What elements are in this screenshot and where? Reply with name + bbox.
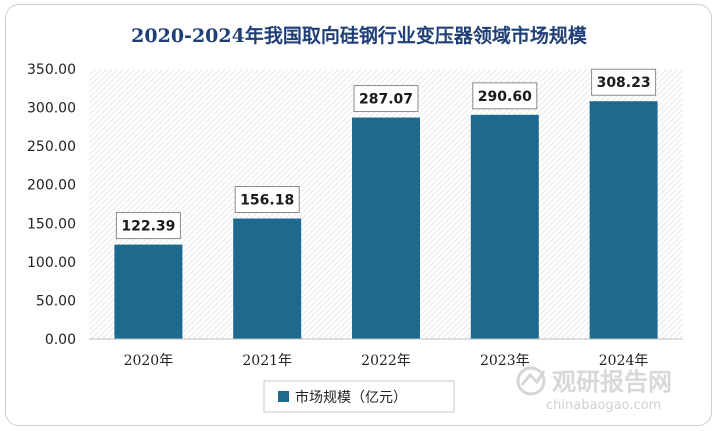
y-tick-label: 100.00 <box>27 255 76 271</box>
data-label-box <box>353 85 419 113</box>
bar <box>233 218 302 339</box>
data-label: 290.60 <box>472 82 538 110</box>
data-label-text: 308.23 <box>597 75 651 91</box>
y-tick-label: 350.00 <box>27 62 76 78</box>
data-label-box <box>115 212 181 240</box>
x-axis: 2020年 2021年 2022年 2023年 2024年 <box>89 338 683 369</box>
bar <box>352 117 420 340</box>
data-label-text: 122.39 <box>121 219 175 235</box>
bar <box>589 101 658 340</box>
x-tick-label: 2024年 <box>599 353 649 369</box>
data-label: 156.18 <box>234 186 300 214</box>
watermark-logo-icon <box>516 366 546 396</box>
legend: 市场规模（亿元） <box>263 380 455 413</box>
data-label-box <box>472 82 538 110</box>
x-tick-label: 2022年 <box>361 353 411 369</box>
legend-label: 市场规模（亿元） <box>295 389 407 406</box>
bar <box>470 114 539 339</box>
data-label: 308.23 <box>591 68 657 96</box>
data-label-text: 287.07 <box>359 92 413 108</box>
data-label-text: 290.60 <box>478 89 532 105</box>
data-label-box <box>591 68 657 96</box>
bar <box>114 244 183 339</box>
data-label: 287.07 <box>353 85 419 113</box>
x-tick-label: 2021年 <box>242 353 292 369</box>
data-label-box <box>234 186 300 214</box>
y-tick-label: 250.00 <box>27 139 76 155</box>
watermark-text-en: chinabaogao.com <box>546 398 661 413</box>
chart-frame: 2020-2024年我国取向硅钢行业变压器领域市场规模 0.00 50.00 100… <box>5 4 712 426</box>
data-label: 122.39 <box>115 212 181 240</box>
y-tick-label: 0.00 <box>45 332 76 348</box>
y-tick-label: 300.00 <box>27 101 76 117</box>
watermark: 观研报告网 chinabaogao.com <box>516 366 672 413</box>
x-tick-label: 2020年 <box>124 353 174 369</box>
legend-box <box>263 380 455 413</box>
data-labels: 122.39 156.18 287.07 290.60 308.23 <box>115 68 657 240</box>
watermark-text-cn: 观研报告网 <box>552 368 672 396</box>
bars <box>114 101 658 340</box>
data-label-text: 156.18 <box>240 193 294 209</box>
y-tick-label: 50.00 <box>36 293 76 309</box>
legend-swatch <box>278 391 289 402</box>
x-tick-label: 2023年 <box>480 353 530 369</box>
y-tick-label: 200.00 <box>27 178 76 194</box>
y-tick-label: 150.00 <box>27 216 76 232</box>
y-axis: 0.00 50.00 100.00 150.00 200.00 250.00 300.00 3… <box>27 62 76 348</box>
chart-title: 2020-2024年我国取向硅钢行业变压器领域市场规模 <box>131 24 588 47</box>
bar-chart: 2020-2024年我国取向硅钢行业变压器领域市场规模 0.00 50.00 100… <box>27 24 683 413</box>
